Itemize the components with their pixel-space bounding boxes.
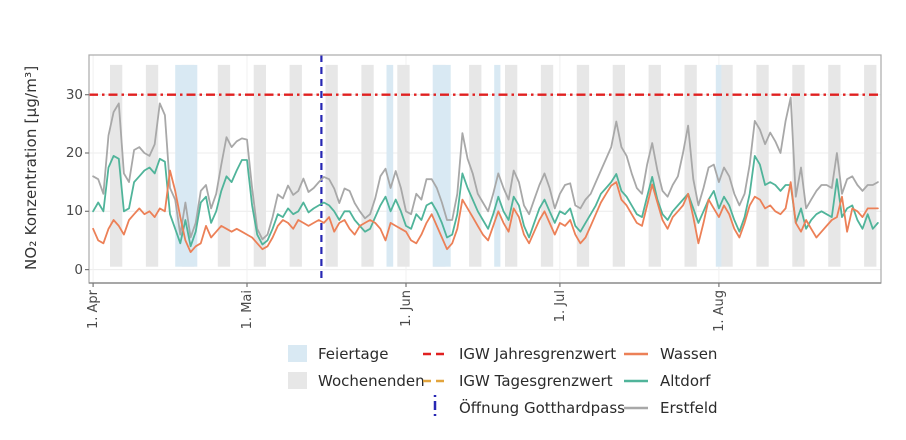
x-tick-label: 1. Jul [552,290,568,323]
x-tick-label: 1. Jun [399,290,414,327]
x-tick-label: 1. Aug [711,290,727,332]
legend-label-altdorf: Altdorf [660,371,711,390]
legend-column-limits: IGW Jahresgrenzwert IGW Tagesgrenzwert Ö… [422,340,625,421]
legend-label-feiertage: Feiertage [318,344,389,363]
legend-item-jahresgrenzwert: IGW Jahresgrenzwert [422,340,623,367]
altdorf-line-icon [623,378,649,384]
legend-label-wassen: Wassen [660,344,718,363]
legend-label-gotthardpass: Öffnung Gotthardpass [459,398,625,417]
legend-label-erstfeld: Erstfeld [660,398,718,417]
wassen-line-icon [623,351,649,357]
y-tick-label: 20 [65,144,83,161]
legend-column-series: Wassen Altdorf Erstfeld [623,340,718,421]
legend-item-tagesgrenzwert: IGW Tagesgrenzwert [422,367,623,394]
y-tick-label: 0 [74,261,83,278]
weekend-band-swatch [288,372,307,389]
legend-column-bands: Feiertage Wochenenden [288,340,425,394]
legend-label-wochenenden: Wochenenden [318,371,425,390]
x-tick-label: 1. Mai [239,290,255,330]
legend-item-gotthardpass: Öffnung Gotthardpass [422,394,625,421]
legend-item-feiertage: Feiertage [288,340,422,367]
legend-item-erstfeld: Erstfeld [623,394,718,421]
blue-vertical-dash-icon [422,394,448,421]
plot-svg [85,54,882,287]
y-tick-label: 30 [65,86,83,103]
erstfeld-line-icon [623,405,649,411]
legend: Feiertage Wochenenden IGW Jahresgrenzwer… [288,340,718,421]
legend-label-tagesgrenzwert: IGW Tagesgrenzwert [459,371,613,390]
y-tick-label: 10 [65,203,83,220]
legend-item-wochenenden: Wochenenden [288,367,425,394]
holiday-band-swatch [288,345,307,362]
amber-dash-line-icon [422,378,448,384]
x-tick-label: 1. Apr [86,290,102,330]
red-dash-line-icon [422,351,448,357]
legend-label-jahresgrenzwert: IGW Jahresgrenzwert [459,344,617,363]
legend-item-wassen: Wassen [623,340,718,367]
legend-item-altdorf: Altdorf [623,367,718,394]
